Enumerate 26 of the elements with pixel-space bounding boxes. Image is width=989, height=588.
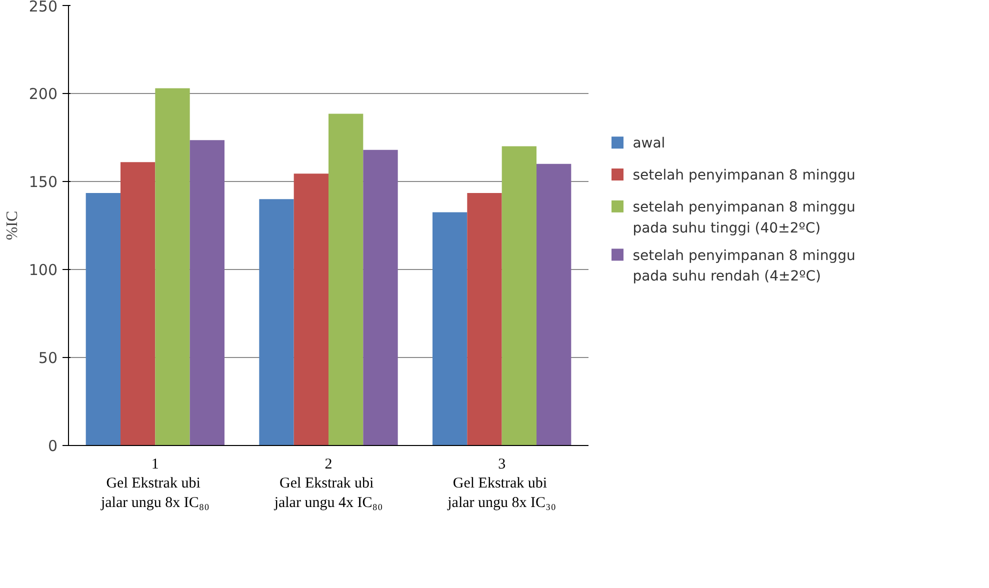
bar (363, 150, 398, 446)
y-tick-label: 0 (48, 437, 58, 455)
y-axis-title: %IC (4, 210, 21, 240)
bar (120, 162, 156, 446)
legend-label: setelah penyimpanan 8 minggu (632, 168, 856, 184)
bar (432, 212, 468, 446)
y-tick-label: 150 (28, 173, 58, 191)
x-tick-label: 1 Gel Ekstrak ubi jalar ungu 8x IC₈₀ (100, 456, 210, 511)
bar (259, 199, 294, 446)
y-tick-label: 250 (28, 0, 58, 16)
x-tick-label: 2 Gel Ekstrak ubi jalar ungu 4x IC₈₀ (273, 456, 383, 511)
bar (467, 192, 502, 446)
legend-label: awal (632, 136, 666, 152)
y-tick-label: 50 (38, 349, 58, 367)
bar (155, 88, 190, 446)
bar (190, 140, 224, 446)
bar (328, 114, 364, 446)
x-tick-label: 3 Gel Ekstrak ubi jalar ungu 8x IC₃₀ (446, 456, 556, 511)
legend-label: setelah penyimpanan 8 minggu pada suhu tinggi (40±2ºC) (632, 200, 856, 236)
bar (294, 174, 328, 446)
bar (502, 146, 536, 446)
y-tick-label: 100 (28, 261, 58, 279)
bar (86, 192, 120, 446)
legend-label: setelah penyimpanan 8 minggu pada suhu rendah (4±2ºC) (632, 248, 856, 285)
bar (536, 164, 572, 446)
y-tick-label: 200 (28, 85, 58, 103)
